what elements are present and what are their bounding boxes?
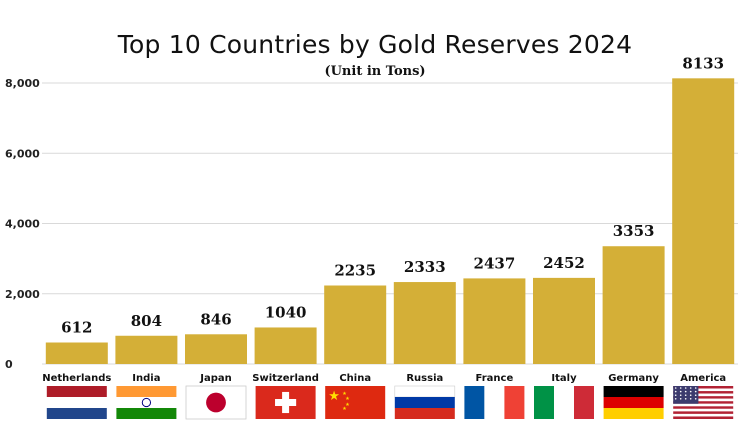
france-flag-icon — [464, 386, 525, 419]
category-label: Germany — [608, 373, 659, 384]
value-label: 2235 — [334, 261, 376, 279]
netherlands-flag-icon — [46, 386, 107, 419]
value-label: 612 — [61, 319, 92, 337]
china-flag-icon: ★ ★★★★ — [325, 386, 386, 419]
value-label: 1040 — [265, 303, 307, 321]
svg-text:★: ★ — [328, 389, 340, 404]
value-label: 2452 — [543, 254, 585, 272]
category-label: America — [680, 373, 726, 384]
bar-switzerland — [254, 327, 317, 364]
svg-text:★: ★ — [345, 402, 350, 408]
value-label: 804 — [131, 312, 162, 330]
bar-france — [463, 278, 526, 364]
value-label: 3353 — [613, 222, 655, 240]
bars — [45, 78, 735, 365]
category-label: Russia — [406, 373, 443, 384]
bar-netherlands — [45, 342, 108, 364]
value-label: 8133 — [682, 54, 724, 72]
y-tick-label: 8,000 — [5, 77, 40, 90]
value-labels: 612 804 846 1040 2235 2333 2437 2452 3353 8133 — [61, 54, 724, 336]
bar-india — [115, 335, 178, 364]
y-tick-label: 4,000 — [5, 218, 40, 231]
value-label: 2437 — [474, 254, 516, 272]
y-tick-label: 2,000 — [5, 288, 40, 301]
bar-italy — [533, 277, 595, 364]
svg-text:★: ★ — [342, 391, 347, 397]
chart-title: Top 10 Countries by Gold Reserves 2024 — [117, 30, 633, 59]
value-label: 2333 — [404, 258, 446, 276]
category-label: Switzerland — [252, 373, 319, 384]
india-flag-icon — [116, 386, 177, 419]
category-label: China — [339, 373, 371, 384]
bar-russia — [393, 282, 456, 364]
category-labels: Netherlands India Japan Switzerland China Rus… — [42, 373, 726, 384]
category-label: Japan — [199, 373, 232, 384]
bar-japan — [185, 334, 247, 364]
y-tick-label: 0 — [5, 358, 13, 371]
flags: ★ ★★★★ — [46, 385, 734, 420]
y-tick-label: 6,000 — [5, 147, 40, 160]
bar-america — [672, 78, 735, 365]
y-axis-ticks: 0 2,000 4,000 6,000 8,000 — [5, 77, 40, 371]
category-label: India — [132, 373, 160, 384]
japan-flag-icon — [185, 385, 247, 420]
bar-germany — [602, 246, 665, 364]
category-label: Italy — [551, 373, 577, 384]
category-label: Netherlands — [42, 373, 111, 384]
svg-text:★: ★ — [345, 396, 350, 402]
italy-flag-icon — [534, 386, 594, 419]
category-label: France — [476, 373, 514, 384]
value-label: 846 — [200, 310, 231, 328]
chart-subtitle: (Unit in Tons) — [324, 64, 426, 79]
switzerland-flag-icon — [255, 386, 316, 419]
russia-flag-icon — [394, 385, 456, 419]
svg-text:★: ★ — [342, 406, 347, 412]
germany-flag-icon — [603, 386, 664, 419]
usa-flag-icon — [673, 386, 734, 419]
bar-china — [324, 285, 387, 364]
